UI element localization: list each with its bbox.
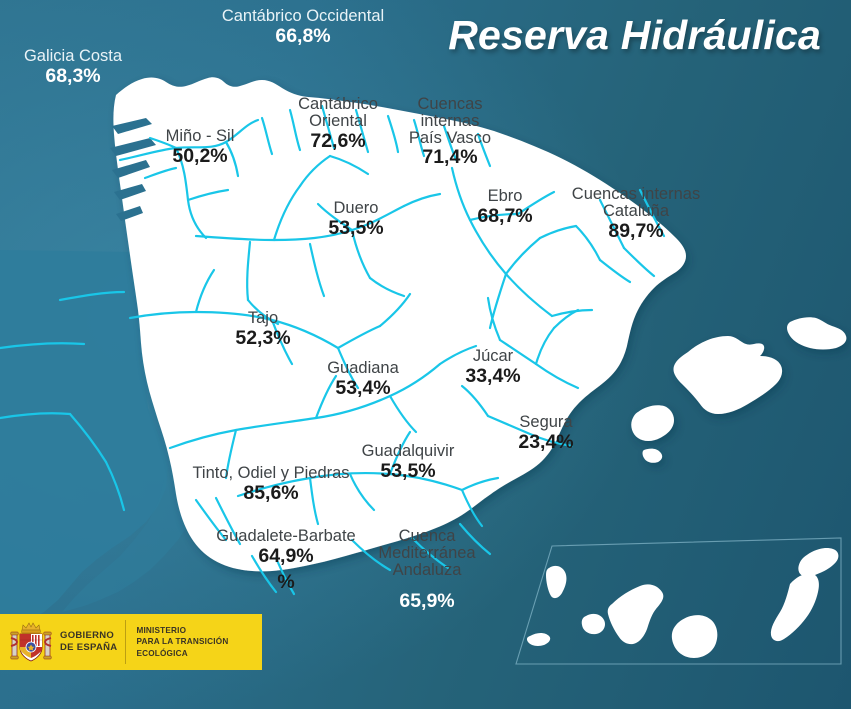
- ministerio-line-2: PARA LA TRANSICIÓN ECOLÓGICA: [136, 637, 229, 658]
- basin-label-cuenca-mediterranea-andaluza: Cuenca Mediterránea Andaluza: [363, 528, 491, 578]
- basin-value-mino-sil: 50,2%: [172, 145, 228, 168]
- basin-name-mino-sil: Miño - Sil: [165, 127, 235, 145]
- basin-name-cantabrico-oriental-line2: Oriental: [309, 111, 367, 130]
- basin-label-tajo: Tajo 52,3%: [213, 309, 313, 350]
- basin-name-guadiana: Guadiana: [327, 359, 399, 377]
- basin-name-pais-vasco-line2: internas: [420, 111, 480, 130]
- river-network: [0, 104, 666, 596]
- basin-name-cataluna-line2: Cataluña: [602, 201, 670, 220]
- basin-name-tinto-odiel-piedras: Tinto, Odiel y Piedras: [192, 464, 350, 482]
- basin-value-cuencas-internas-cataluna: 89,7%: [608, 219, 664, 242]
- basin-name-galicia-costa: Galicia Costa: [23, 47, 123, 65]
- ministerio-line-1: MINISTERIO: [136, 626, 187, 636]
- basin-name-ebro: Ebro: [487, 187, 523, 205]
- basin-label-cuencas-internas-cataluna: Cuencas internas Cataluña 89,7%: [557, 186, 715, 241]
- basin-label-segura: Segura 23,4%: [499, 413, 593, 454]
- canary-islands-inset: [515, 537, 842, 665]
- basin-name-cataluna-line1: Cuencas internas: [571, 185, 701, 203]
- basin-value-cantabrico-oriental: 72,6%: [310, 129, 366, 152]
- basin-value-galicia-costa: 68,3%: [45, 65, 101, 88]
- basin-label-cantabrico-oriental: Cantábrico Oriental 72,6%: [288, 96, 388, 151]
- basin-label-galicia-costa: Galicia Costa 68,3%: [13, 47, 133, 88]
- basin-label-ebro: Ebro 68,7%: [459, 187, 551, 228]
- basin-value-cuencas-internas-pais-vasco: 71,4%: [422, 146, 478, 169]
- ministerio-text: MINISTERIO PARA LA TRANSICIÓN ECOLÓGICA: [136, 625, 262, 658]
- basin-name-segura: Segura: [519, 413, 573, 431]
- basin-value-tajo: 52,3%: [235, 327, 291, 350]
- basin-label-jucar: Júcar 33,4%: [447, 347, 539, 388]
- basin-label-mino-sil: Miño - Sil 50,2%: [145, 127, 255, 168]
- gobierno-line-1: GOBIERNO: [60, 629, 115, 641]
- basin-name-tajo: Tajo: [247, 309, 279, 327]
- basin-value-guadalquivir: 53,5%: [380, 460, 436, 483]
- gobierno-line-2: DE ESPAÑA: [60, 642, 118, 653]
- basin-label-cuencas-internas-pais-vasco: Cuencas internas País Vasco 71,4%: [399, 96, 501, 168]
- basin-name-cma-line1: Cuenca: [398, 527, 456, 545]
- page-title: Reserva Hidráulica: [448, 12, 821, 58]
- basin-label-cantabrico-occidental: Cantábrico Occidental 66,8%: [203, 7, 403, 48]
- basin-name-cma-line2: Mediterránea: [378, 543, 476, 562]
- basin-name-pais-vasco-line3: País Vasco: [408, 128, 492, 147]
- basin-value-guadalete-barbate-stray-percent: %: [277, 571, 295, 594]
- basin-value-cantabrico-occidental: 66,8%: [275, 25, 331, 48]
- galicia-rias: [110, 118, 156, 221]
- basin-label-guadalquivir: Guadalquivir 53,5%: [347, 442, 469, 483]
- basin-name-cantabrico-occidental: Cantábrico Occidental: [221, 7, 385, 25]
- spain-coat-of-arms-icon: [9, 620, 53, 664]
- basin-value-duero: 53,5%: [328, 217, 384, 240]
- basin-value-guadalete-barbate: 64,9%: [258, 545, 314, 568]
- basin-value-jucar: 33,4%: [465, 365, 521, 388]
- banner-divider: [125, 620, 127, 664]
- basin-name-jucar: Júcar: [472, 347, 514, 365]
- basin-value-guadiana: 53,4%: [335, 377, 391, 400]
- basin-value-segura: 23,4%: [518, 431, 574, 454]
- basin-name-duero: Duero: [333, 199, 379, 217]
- government-banner: GOBIERNO DE ESPAÑA MINISTERIO PARA LA TR…: [0, 614, 262, 670]
- basin-value-ebro: 68,7%: [477, 205, 533, 228]
- basin-label-guadalete-barbate: Guadalete-Barbate 64,9% %: [211, 527, 361, 594]
- basin-value-cuenca-mediterranea-andaluza: 65,9%: [399, 590, 455, 612]
- balearic-islands: [631, 317, 847, 463]
- spain-landmass: [113, 77, 687, 572]
- basin-name-cma-line3: Andaluza: [392, 560, 462, 579]
- basin-name-guadalete-barbate: Guadalete-Barbate: [216, 527, 356, 545]
- basin-value-wrap-cuenca-mediterranea-andaluza: 65,9%: [363, 590, 491, 612]
- basin-label-guadiana: Guadiana 53,4%: [310, 359, 416, 400]
- basin-name-guadalquivir: Guadalquivir: [361, 442, 455, 460]
- basin-value-tinto-odiel-piedras: 85,6%: [243, 482, 299, 505]
- basin-label-duero: Duero 53,5%: [308, 199, 404, 240]
- gobierno-de-espana-text: GOBIERNO DE ESPAÑA: [60, 630, 117, 654]
- basin-name-cantabrico-oriental-line1: Cantábrico: [298, 95, 378, 113]
- basin-label-tinto-odiel-piedras: Tinto, Odiel y Piedras 85,6%: [185, 464, 357, 505]
- basin-name-pais-vasco-line1: Cuencas: [417, 95, 483, 113]
